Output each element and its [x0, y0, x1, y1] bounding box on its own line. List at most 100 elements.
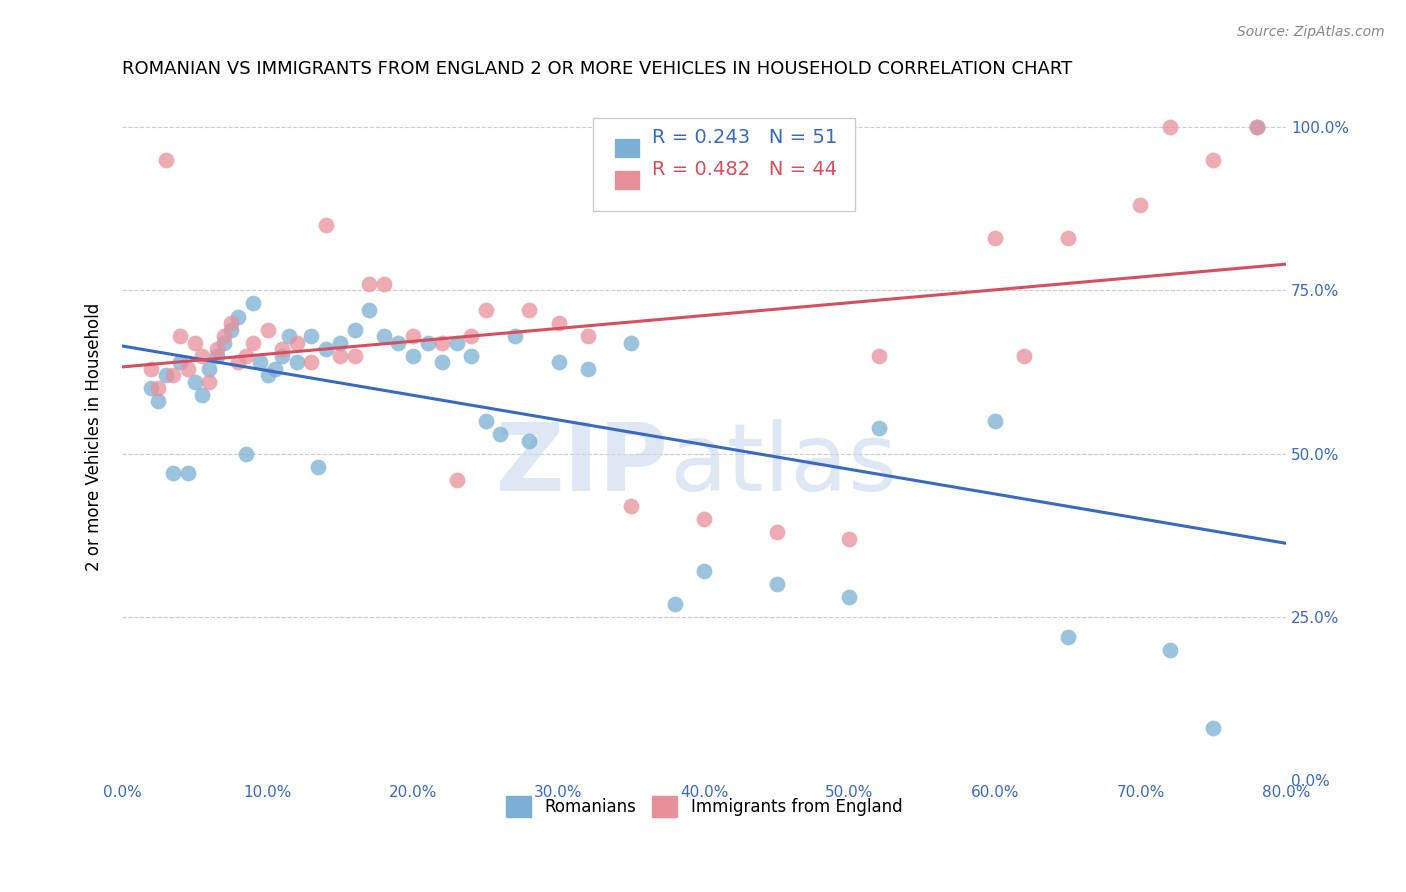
Point	[315, 218, 337, 232]
Point	[212, 335, 235, 350]
Point	[474, 303, 496, 318]
Point	[308, 459, 330, 474]
Point	[446, 473, 468, 487]
Point	[547, 355, 569, 369]
Point	[162, 368, 184, 383]
Point	[838, 591, 860, 605]
Point	[1129, 198, 1152, 212]
Point	[256, 368, 278, 383]
Point	[191, 349, 214, 363]
Point	[235, 349, 257, 363]
Point	[169, 355, 191, 369]
Point	[141, 361, 163, 376]
Point	[460, 329, 482, 343]
Point	[547, 316, 569, 330]
Point	[359, 303, 381, 318]
Point	[184, 335, 207, 350]
Point	[155, 368, 177, 383]
Point	[278, 329, 301, 343]
Point	[169, 329, 191, 343]
Point	[141, 381, 163, 395]
Point	[765, 525, 787, 540]
Point	[576, 361, 599, 376]
Point	[489, 427, 512, 442]
Point	[430, 335, 453, 350]
Point	[205, 342, 228, 356]
Point	[343, 349, 366, 363]
Point	[620, 335, 643, 350]
Point	[329, 349, 352, 363]
Point	[329, 335, 352, 350]
Point	[519, 303, 541, 318]
Point	[242, 296, 264, 310]
Point	[249, 355, 271, 369]
Point	[664, 597, 686, 611]
Point	[373, 277, 395, 291]
Point	[263, 361, 285, 376]
Point	[373, 329, 395, 343]
Point	[984, 414, 1007, 428]
Point	[474, 414, 496, 428]
Legend: Romanians, Immigrants from England: Romanians, Immigrants from England	[499, 789, 910, 823]
Point	[402, 329, 425, 343]
Point	[198, 375, 221, 389]
Point	[148, 394, 170, 409]
Point	[219, 316, 242, 330]
Point	[1202, 153, 1225, 167]
Text: ZIP: ZIP	[496, 419, 669, 511]
Point	[359, 277, 381, 291]
Point	[155, 153, 177, 167]
Point	[315, 342, 337, 356]
Point	[446, 335, 468, 350]
Point	[1246, 120, 1268, 134]
Point	[620, 499, 643, 513]
Point	[519, 434, 541, 448]
Point	[285, 335, 308, 350]
Point	[460, 349, 482, 363]
Text: R = 0.243   N = 51: R = 0.243 N = 51	[651, 128, 837, 147]
Point	[162, 467, 184, 481]
FancyBboxPatch shape	[593, 119, 855, 211]
Text: Source: ZipAtlas.com: Source: ZipAtlas.com	[1237, 25, 1385, 39]
Point	[219, 322, 242, 336]
Point	[416, 335, 439, 350]
Point	[198, 361, 221, 376]
Point	[1246, 120, 1268, 134]
Point	[576, 329, 599, 343]
Text: R = 0.482   N = 44: R = 0.482 N = 44	[651, 161, 837, 179]
Point	[1159, 120, 1181, 134]
Point	[765, 577, 787, 591]
Point	[299, 355, 322, 369]
Point	[693, 564, 716, 578]
Point	[212, 329, 235, 343]
Point	[176, 361, 198, 376]
FancyBboxPatch shape	[614, 137, 640, 158]
Point	[228, 310, 250, 324]
Point	[868, 420, 890, 434]
Point	[838, 532, 860, 546]
Y-axis label: 2 or more Vehicles in Household: 2 or more Vehicles in Household	[86, 303, 103, 572]
Point	[387, 335, 409, 350]
Point	[256, 322, 278, 336]
Point	[402, 349, 425, 363]
Point	[1202, 721, 1225, 735]
Point	[148, 381, 170, 395]
Point	[271, 349, 294, 363]
Point	[285, 355, 308, 369]
Point	[176, 467, 198, 481]
Point	[984, 231, 1007, 245]
Point	[271, 342, 294, 356]
Text: ROMANIAN VS IMMIGRANTS FROM ENGLAND 2 OR MORE VEHICLES IN HOUSEHOLD CORRELATION : ROMANIAN VS IMMIGRANTS FROM ENGLAND 2 OR…	[122, 60, 1073, 78]
FancyBboxPatch shape	[614, 169, 640, 191]
Point	[191, 388, 214, 402]
Point	[228, 355, 250, 369]
Point	[693, 512, 716, 526]
Point	[503, 329, 526, 343]
Point	[1056, 630, 1078, 644]
Point	[430, 355, 453, 369]
Point	[205, 349, 228, 363]
Point	[184, 375, 207, 389]
Point	[1159, 642, 1181, 657]
Text: atlas: atlas	[669, 419, 897, 511]
Point	[1056, 231, 1078, 245]
